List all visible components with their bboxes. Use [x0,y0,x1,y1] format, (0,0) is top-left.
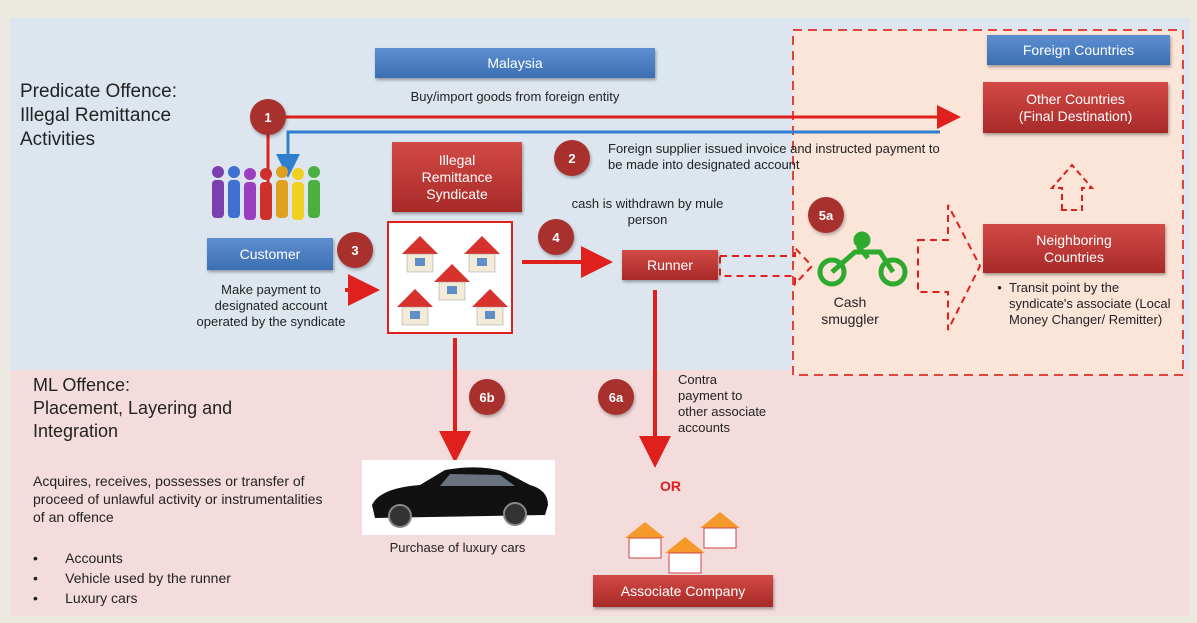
cash-smuggler-label: Cash smuggler [815,294,885,328]
syndicate-box: Illegal Remittance Syndicate [392,142,522,212]
step-2-text: Foreign supplier issued invoice and inst… [608,141,948,173]
neighboring-box: Neighboring Countries [983,224,1165,273]
step-number: 2 [554,140,590,176]
ml-item: • Luxury cars [33,588,333,608]
step-number: 6a [598,379,634,415]
step-3-text: Make payment to designated account opera… [196,282,346,330]
step-number: 6b [469,379,505,415]
ml-item: • Vehicle used by the runner [33,568,333,588]
step-number: 1 [250,99,286,135]
ml-item-text: Luxury cars [65,590,137,606]
transit-text: Transit point by the syndicate's associa… [1009,280,1171,328]
step-number: 5a [808,197,844,233]
foreign-countries-label: Foreign Countries [987,35,1170,65]
customer-box: Customer [207,238,333,270]
ml-offence-label: ML Offence: [33,374,130,397]
malaysia-label: Malaysia [375,48,655,78]
step-number: 4 [538,219,574,255]
step-6a-text: Contra payment to other associate accoun… [678,372,768,436]
ml-offence-title: Placement, Layering and Integration [33,397,298,443]
ml-description: Acquires, receives, possesses or transfe… [33,472,323,526]
step-4-text: cash is withdrawn by mule person [565,196,730,228]
transit-note: Transit point by the syndicate's associa… [993,280,1171,328]
final-destination-box: Other Countries (Final Destination) [983,82,1168,133]
predicate-title: Predicate Offence: Illegal Remittance Ac… [20,80,215,152]
ml-item-text: Vehicle used by the runner [65,570,231,586]
associate-company-box: Associate Company [593,575,773,607]
car-icon [362,460,555,535]
ml-item-text: Accounts [65,550,123,566]
or-label: OR [660,478,681,494]
ml-items: • Accounts • Vehicle used by the runner … [33,548,333,608]
step-1-text: Buy/import goods from foreign entity [340,89,690,105]
step-number: 3 [337,232,373,268]
ml-item: • Accounts [33,548,333,568]
diagram: Predicate Offence: Illegal Remittance Ac… [0,0,1197,623]
runner-box: Runner [622,250,718,280]
step-6b-text: Purchase of luxury cars [375,540,540,556]
